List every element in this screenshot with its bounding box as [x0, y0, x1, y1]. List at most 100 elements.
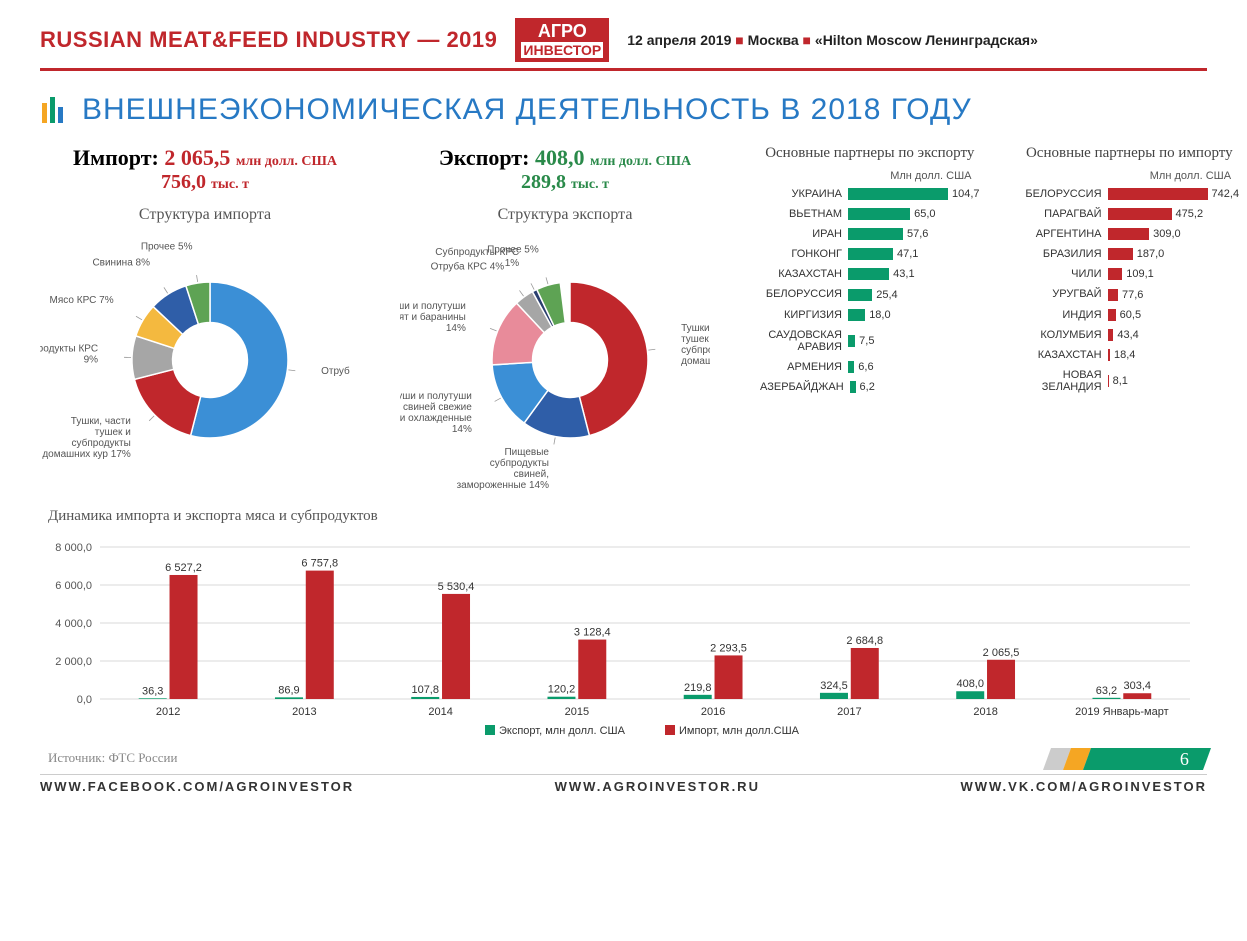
x-axis-label: 2018	[973, 706, 997, 718]
partner-bar	[848, 208, 910, 220]
partner-value: 475,2	[1176, 208, 1204, 220]
x-axis-label: 2012	[156, 706, 180, 718]
partner-bar	[848, 309, 865, 321]
import-donut-title: Структура импорта	[40, 206, 370, 224]
partner-row: НОВАЯ ЗЕЛАНДИЯ8,1	[1020, 369, 1240, 393]
partner-name: ИНДИЯ	[1020, 309, 1102, 321]
partners-export-col: Основные партнеры по экспорту Млн долл. …	[760, 145, 980, 490]
donut-label: Туши и полутушиягнят и баранины14%	[400, 301, 466, 334]
partner-name: УРУГВАЙ	[1020, 288, 1102, 300]
dynamics-bar-label: 6 757,8	[301, 558, 338, 570]
dynamics-bar	[987, 660, 1015, 699]
partner-row: УКРАИНА104,7	[760, 188, 980, 200]
dynamics-bar	[411, 697, 439, 699]
dynamics-bar	[1123, 693, 1151, 699]
donut-label: Субпродукты КРС9%	[40, 342, 98, 365]
dynamics-bar-label: 107,8	[411, 684, 439, 696]
header-title: RUSSIAN MEAT&FEED INDUSTRY — 2019	[40, 27, 497, 53]
partner-name: БЕЛОРУССИЯ	[1020, 188, 1102, 200]
logo-top: АГРО	[538, 21, 587, 41]
x-axis-label: 2014	[428, 706, 452, 718]
dynamics-bar-label: 2 684,8	[846, 635, 883, 647]
x-axis-label: 2013	[292, 706, 316, 718]
partner-value: 77,6	[1122, 289, 1143, 301]
partner-bar	[848, 188, 948, 200]
partner-name: ИРАН	[760, 228, 842, 240]
partner-value: 7,5	[859, 335, 874, 347]
dynamics-bar	[1092, 698, 1120, 699]
partner-bar	[1108, 268, 1123, 280]
partner-value: 43,1	[893, 268, 914, 280]
partner-bar	[848, 361, 854, 373]
partner-name: БЕЛОРУССИЯ	[760, 288, 842, 300]
y-axis-label: 6 000,0	[55, 580, 92, 592]
dynamics-bar	[442, 594, 470, 699]
footer-center: WWW.AGROINVESTOR.RU	[555, 779, 760, 794]
partner-bar	[848, 248, 893, 260]
dynamics-bar	[820, 693, 848, 699]
dynamics-bar	[139, 698, 167, 699]
partner-bar	[1108, 309, 1116, 321]
partner-row: КАЗАХСТАН 43,1	[760, 268, 980, 280]
partner-name: ПАРАГВАЙ	[1020, 208, 1102, 220]
partner-bar	[1108, 349, 1110, 361]
partner-value: 109,1	[1126, 268, 1154, 280]
partner-row: ИНДИЯ60,5	[1020, 309, 1240, 321]
dynamics-bar-label: 5 530,4	[438, 581, 475, 593]
partners-export-unit: Млн долл. США	[760, 170, 972, 182]
partner-bar	[1108, 329, 1114, 341]
dynamics-bar-label: 3 128,4	[574, 627, 611, 639]
donut-label: Отруба КРС 54%	[321, 365, 350, 377]
x-axis-label: 2015	[565, 706, 589, 718]
partner-value: 8,1	[1113, 375, 1128, 387]
dynamics-bar-label: 6 527,2	[165, 562, 202, 574]
partner-row: АРГЕНТИНА309,0	[1020, 228, 1240, 240]
partner-value: 43,4	[1117, 329, 1138, 341]
footer-left: WWW.FACEBOOK.COM/AGROINVESTOR	[40, 779, 354, 794]
dynamics-bar-label: 408,0	[956, 678, 984, 690]
partner-row: БЕЛОРУССИЯ 25,4	[760, 288, 980, 300]
partner-row: АЗЕРБАЙДЖАН 6,2	[760, 381, 980, 393]
dynamics-bar	[684, 695, 712, 699]
export-header: Экспорт: 408,0 млн долл. США	[400, 145, 730, 171]
partner-name: КАЗАХСТАН	[760, 268, 842, 280]
partner-row: САУДОВСКАЯ АРАВИЯ 7,5	[760, 329, 980, 353]
export-subheader: 289,8 тыс. т	[400, 171, 730, 194]
dynamics-bar	[306, 571, 334, 699]
partner-name: САУДОВСКАЯ АРАВИЯ	[760, 329, 842, 353]
partner-bar	[848, 268, 889, 280]
page-header: RUSSIAN MEAT&FEED INDUSTRY — 2019 АГРО И…	[40, 18, 1207, 71]
partner-row: ГОНКОНГ47,1	[760, 248, 980, 260]
partner-value: 6,2	[860, 381, 875, 393]
dynamics-chart: 0,02 000,04 000,06 000,08 000,036,36 527…	[40, 529, 1200, 739]
partner-bar	[848, 335, 855, 347]
partner-name: АРГЕНТИНА	[1020, 228, 1102, 240]
dynamics-bar-label: 2 065,5	[983, 647, 1020, 659]
export-donut: Тушки, частитушек исубпродуктыдомашних к…	[400, 230, 710, 490]
donut-label: Туши и полутушисвиней свежиеили охлажден…	[400, 391, 472, 435]
dynamics-bar	[547, 697, 575, 699]
partner-name: ГОНКОНГ	[760, 248, 842, 260]
dynamics-bar	[715, 655, 743, 699]
source-text: Источник: ФТС России	[48, 750, 1207, 766]
partner-value: 57,6	[907, 228, 928, 240]
dynamics-bar	[275, 697, 303, 699]
partner-value: 742,4	[1212, 188, 1240, 200]
dynamics-bar-label: 303,4	[1124, 680, 1152, 692]
partner-bar	[1108, 375, 1109, 387]
partner-bar	[1108, 289, 1118, 301]
partner-row: ВЬЕТНАМ65,0	[760, 208, 980, 220]
partners-export-title: Основные партнеры по экспорту	[760, 145, 980, 162]
dynamics-bar-label: 63,2	[1096, 685, 1117, 697]
partner-value: 104,7	[952, 188, 980, 200]
y-axis-label: 0,0	[77, 694, 92, 706]
partner-bar	[1108, 188, 1208, 200]
partner-name: АЗЕРБАЙДЖАН	[760, 381, 844, 393]
partner-row: КАЗАХСТАН18,4	[1020, 349, 1240, 361]
legend-swatch	[485, 725, 495, 735]
partner-bar	[848, 289, 872, 301]
partner-row: ИРАН 57,6	[760, 228, 980, 240]
footer-right: WWW.VK.COM/AGROINVESTOR	[960, 779, 1207, 794]
main-title: ВНЕШНЕЭКОНОМИЧЕСКАЯ ДЕЯТЕЛЬНОСТЬ В 2018 …	[82, 93, 972, 127]
partner-value: 25,4	[876, 289, 897, 301]
